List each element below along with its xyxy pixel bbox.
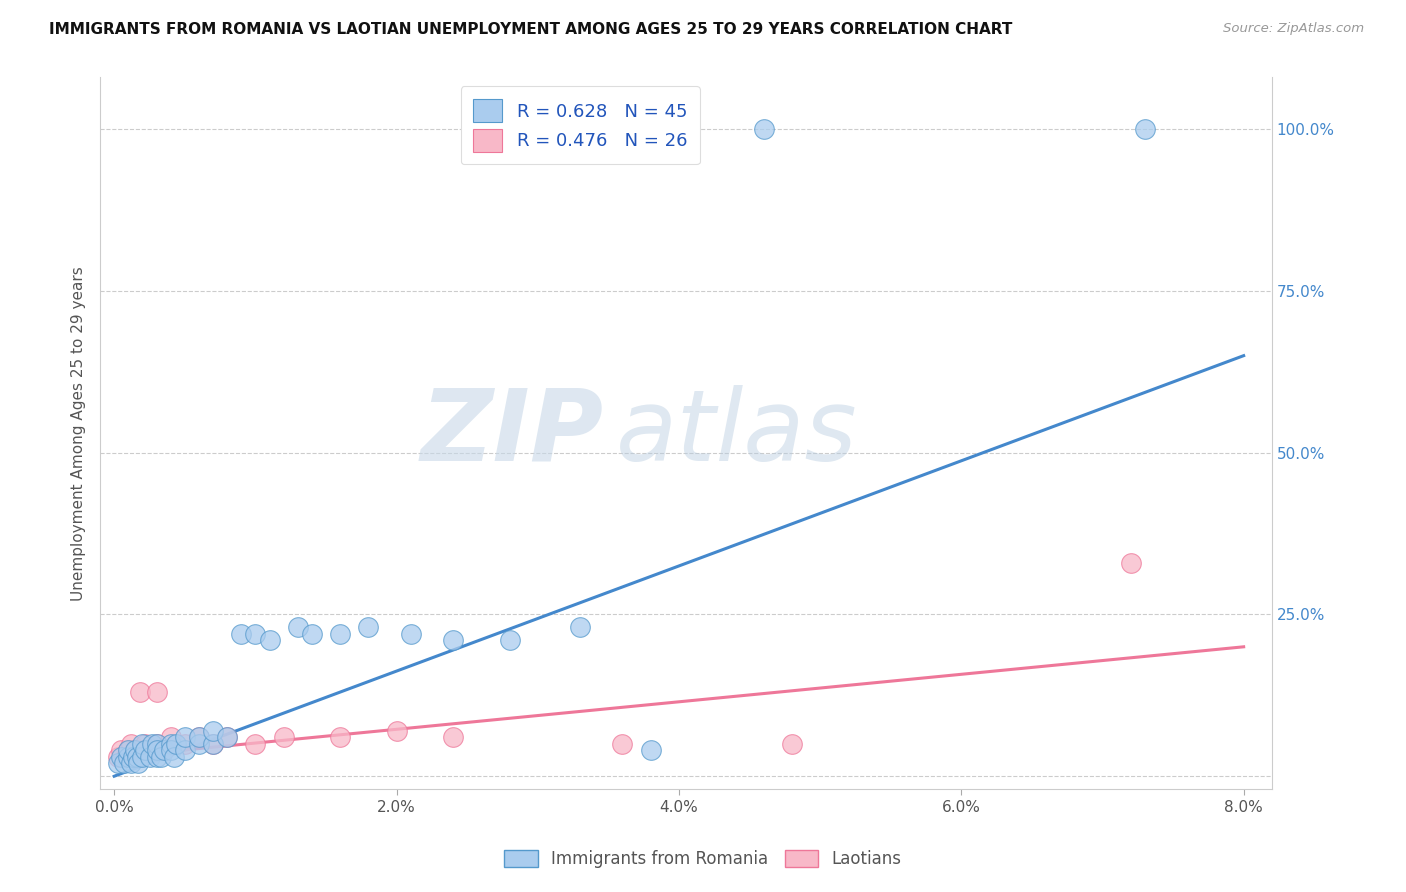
Text: ZIP: ZIP xyxy=(420,384,605,482)
Text: IMMIGRANTS FROM ROMANIA VS LAOTIAN UNEMPLOYMENT AMONG AGES 25 TO 29 YEARS CORREL: IMMIGRANTS FROM ROMANIA VS LAOTIAN UNEMP… xyxy=(49,22,1012,37)
Point xyxy=(149,749,172,764)
Point xyxy=(441,633,464,648)
Point xyxy=(152,743,174,757)
Point xyxy=(202,737,225,751)
Point xyxy=(120,756,142,771)
Point xyxy=(1133,122,1156,136)
Point xyxy=(202,737,225,751)
Point xyxy=(107,749,129,764)
Point xyxy=(131,743,153,757)
Point xyxy=(121,749,143,764)
Point xyxy=(752,122,775,136)
Point xyxy=(612,737,634,751)
Point xyxy=(152,743,174,757)
Point xyxy=(188,731,211,745)
Point xyxy=(112,756,135,771)
Point xyxy=(231,627,253,641)
Point xyxy=(188,737,211,751)
Y-axis label: Unemployment Among Ages 25 to 29 years: Unemployment Among Ages 25 to 29 years xyxy=(72,266,86,600)
Point xyxy=(259,633,281,648)
Point xyxy=(165,737,187,751)
Point xyxy=(138,749,160,764)
Legend: R = 0.628   N = 45, R = 0.476   N = 26: R = 0.628 N = 45, R = 0.476 N = 26 xyxy=(461,87,700,164)
Point xyxy=(217,731,239,745)
Point xyxy=(145,737,167,751)
Text: Source: ZipAtlas.com: Source: ZipAtlas.com xyxy=(1223,22,1364,36)
Point xyxy=(245,627,267,641)
Point xyxy=(287,620,309,634)
Point xyxy=(134,743,156,757)
Point xyxy=(329,731,352,745)
Point xyxy=(329,627,352,641)
Point xyxy=(159,737,181,751)
Point xyxy=(441,731,464,745)
Point xyxy=(124,743,146,757)
Point xyxy=(273,731,295,745)
Point xyxy=(141,737,163,751)
Point xyxy=(138,743,160,757)
Point xyxy=(110,743,132,757)
Point xyxy=(131,737,153,751)
Point xyxy=(301,627,323,641)
Point xyxy=(188,731,211,745)
Point xyxy=(173,743,195,757)
Point xyxy=(357,620,380,634)
Text: atlas: atlas xyxy=(616,384,858,482)
Point xyxy=(1119,556,1142,570)
Point xyxy=(127,756,149,771)
Legend: Immigrants from Romania, Laotians: Immigrants from Romania, Laotians xyxy=(498,843,908,875)
Point xyxy=(780,737,803,751)
Point xyxy=(120,737,142,751)
Point xyxy=(173,731,195,745)
Point xyxy=(110,749,132,764)
Point xyxy=(114,749,136,764)
Point xyxy=(145,685,167,699)
Point xyxy=(134,737,156,751)
Point xyxy=(145,743,167,757)
Point xyxy=(125,749,148,764)
Point xyxy=(117,749,139,764)
Point xyxy=(217,731,239,745)
Point xyxy=(117,743,139,757)
Point xyxy=(145,737,167,751)
Point xyxy=(173,737,195,751)
Point xyxy=(245,737,267,751)
Point xyxy=(117,743,139,757)
Point xyxy=(569,620,592,634)
Point xyxy=(128,685,150,699)
Point xyxy=(162,749,184,764)
Point xyxy=(385,723,408,738)
Point xyxy=(498,633,520,648)
Point xyxy=(131,749,153,764)
Point xyxy=(107,756,129,771)
Point xyxy=(640,743,662,757)
Point xyxy=(124,743,146,757)
Point xyxy=(159,743,181,757)
Point xyxy=(145,749,167,764)
Point xyxy=(202,723,225,738)
Point xyxy=(159,731,181,745)
Point xyxy=(399,627,422,641)
